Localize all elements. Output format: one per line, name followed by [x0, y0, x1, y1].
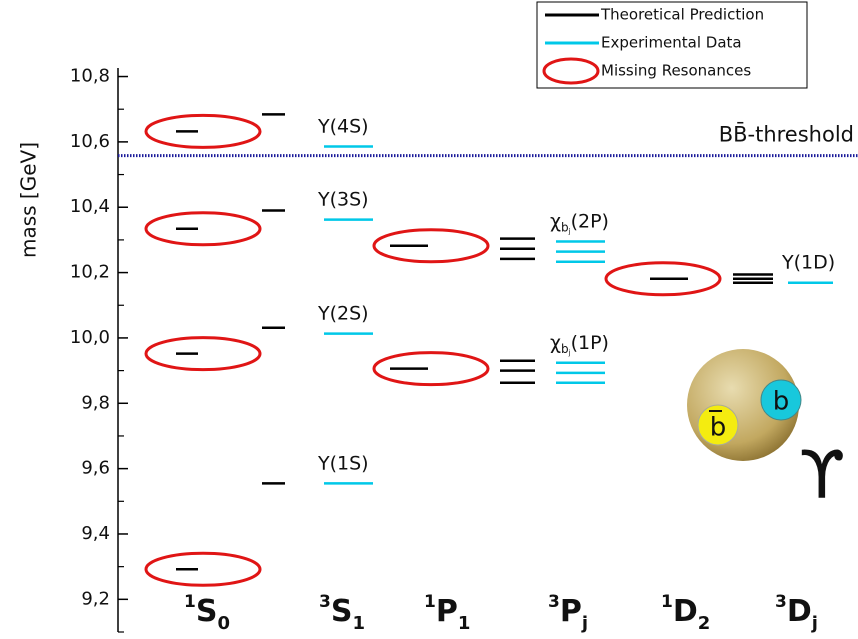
particle-icon: b b ϒ [687, 349, 845, 514]
missing-resonance [146, 213, 260, 245]
state-rest: (1D) [794, 251, 836, 273]
category-sup: 1 [424, 592, 436, 612]
state-symbol: Υ [317, 188, 330, 210]
y-tick-label: 10,8 [70, 66, 110, 87]
state-rest: (4S) [330, 115, 369, 137]
category-sup: 1 [661, 592, 673, 612]
state-rest: (1P) [571, 331, 609, 353]
category-sup: 3 [548, 592, 560, 612]
chart: mass [GeV] b b ϒ 9,2 9,4 9,6 9,8 10,0 10,2 10,… [0, 0, 858, 639]
threshold-label: BB̄-threshold [719, 122, 854, 147]
y-tick-label: 9,6 [81, 458, 110, 479]
state-label: χbj(1P) [550, 331, 609, 357]
antiquark-label: b [710, 413, 727, 443]
x-tick-label: 3Pj [548, 592, 588, 634]
category-main: P [560, 594, 582, 629]
missing-resonance [146, 115, 260, 147]
state-label: Υ(3S) [317, 188, 369, 210]
x-tick-label: 1D2 [661, 592, 710, 634]
x-tick-label: 3Dj [775, 592, 818, 634]
state-label: Υ(1D) [781, 251, 835, 273]
state-sub: b [561, 341, 569, 355]
category-sub: 1 [458, 613, 471, 634]
category-main: S [331, 594, 353, 629]
state-label: Υ(4S) [317, 115, 369, 137]
category-sub: 1 [352, 613, 365, 634]
state-rest: (3S) [330, 188, 369, 210]
category-sub: j [581, 613, 588, 634]
y-axis-label: mass [GeV] [17, 142, 41, 258]
state-rest: (1S) [330, 452, 369, 474]
category-sub: 0 [217, 613, 230, 634]
state-symbol: Υ [781, 251, 794, 273]
missing-resonance [146, 338, 260, 370]
state-symbol: Υ [317, 452, 330, 474]
category-sup: 1 [184, 592, 196, 612]
y-tick-label: 10,4 [70, 196, 110, 217]
state-rest: (2P) [571, 210, 609, 232]
y-tick-label: 10,0 [70, 327, 110, 348]
state-symbol: χ [550, 331, 561, 353]
upsilon-symbol: ϒ [799, 437, 845, 514]
state-symbol: Υ [317, 115, 330, 137]
category-sub: 2 [698, 613, 711, 634]
y-tick-label: 9,8 [81, 392, 110, 413]
state-rest: (2S) [330, 302, 369, 324]
missing-resonance [146, 553, 260, 585]
legend-label: Theoretical Prediction [600, 6, 764, 24]
state-label: Υ(1S) [317, 452, 369, 474]
y-tick-label: 10,2 [70, 262, 110, 283]
category-sup: 3 [319, 592, 331, 612]
category-main: S [196, 594, 218, 629]
category-main: D [787, 594, 812, 629]
state-label: Υ(2S) [317, 302, 369, 324]
quark-label: b [773, 387, 790, 417]
legend-label: Experimental Data [601, 34, 742, 52]
x-tick-label: 1P1 [424, 592, 470, 634]
state-label: χbj(2P) [550, 210, 609, 236]
state-sub: b [561, 220, 569, 234]
state-symbol: χ [550, 210, 561, 232]
y-tick-label: 9,2 [81, 588, 110, 609]
y-tick-label: 10,6 [70, 131, 110, 152]
category-sub: j [811, 613, 818, 634]
category-main: P [436, 594, 458, 629]
y-tick-label: 9,4 [81, 523, 110, 544]
category-main: D [673, 594, 698, 629]
x-tick-label: 3S1 [319, 592, 365, 634]
legend-label: Missing Resonances [601, 62, 751, 80]
x-tick-label: 1S0 [184, 592, 230, 634]
state-symbol: Υ [317, 302, 330, 324]
category-sup: 3 [775, 592, 787, 612]
